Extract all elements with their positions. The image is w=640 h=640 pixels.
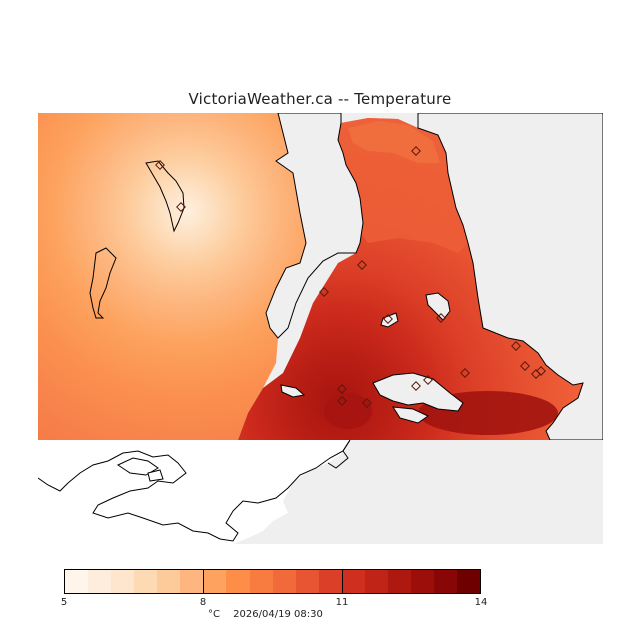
colorbar-label-11: 11 [335,597,349,608]
station-marker[interactable] [357,260,367,270]
colorbar-segment [226,570,250,593]
colorbar-segment [111,570,135,593]
colorbar-segment [364,570,388,593]
temperature-hotspot [324,393,372,429]
colorbar-segment [203,570,227,593]
island-north [145,160,185,233]
colorbar-segment [88,570,112,593]
station-marker[interactable] [460,368,470,378]
colorbar-footer: °C 2026/04/19 08:30 [208,609,333,620]
temperature-field-west [38,113,306,440]
temperature-field-northeast-tip [348,121,440,163]
colorbar-segment [249,570,273,593]
colorbar-unit: °C [208,609,220,620]
colorbar-segment [457,570,481,593]
station-marker[interactable] [511,341,521,351]
station-marker[interactable] [423,375,433,385]
station-markers [155,146,546,408]
temperature-map[interactable] [38,113,603,544]
land-outside-data [38,440,350,544]
colorbar-segment [272,570,296,593]
station-marker[interactable] [362,398,372,408]
station-marker[interactable] [520,361,530,371]
colorbar-label-14: 14 [474,597,488,608]
colorbar-tick-11 [342,569,343,594]
station-marker[interactable] [155,160,165,170]
temperature-field-south [238,118,583,440]
colorbar-segment [134,570,158,593]
colorbar-segment [434,570,458,593]
colorbar-segment [295,570,319,593]
coastline-south-island [116,457,159,476]
island-west [89,247,117,319]
coastline-south-island-2 [147,469,164,482]
station-marker[interactable] [436,313,446,323]
station-marker[interactable] [337,396,347,406]
colorbar-segment [387,570,411,593]
lake-east-1 [425,292,451,321]
station-marker[interactable] [319,287,329,297]
timestamp: 2026/04/19 08:30 [233,609,323,620]
station-marker[interactable] [337,384,347,394]
bay-south-2 [392,406,429,424]
station-marker[interactable] [536,366,546,376]
water-east [417,113,603,441]
station-marker[interactable] [411,146,421,156]
colorbar-segment [341,570,365,593]
colorbar-label-5: 5 [60,597,68,608]
colorbar-segment [318,570,342,593]
colorbar-tick-8 [203,569,204,594]
coastline-south-mainland-east [327,439,351,469]
water-inlet-west [265,113,364,339]
colorbar-segment [157,570,181,593]
colorbar-segment [65,570,89,593]
colorbar-segment [180,570,204,593]
station-marker[interactable] [176,202,186,212]
temperature-colorbar [64,569,481,594]
colorbar-segment [410,570,434,593]
colorbar-label-8: 8 [199,597,207,608]
lake-east-2 [380,312,399,328]
water-southeast [350,440,603,544]
station-marker[interactable] [383,314,393,324]
map-title: VictoriaWeather.ca -- Temperature [188,90,452,108]
station-marker[interactable] [411,381,421,391]
lake-east-3 [280,384,306,398]
coastline-south [38,439,351,542]
bay-south [372,372,464,412]
